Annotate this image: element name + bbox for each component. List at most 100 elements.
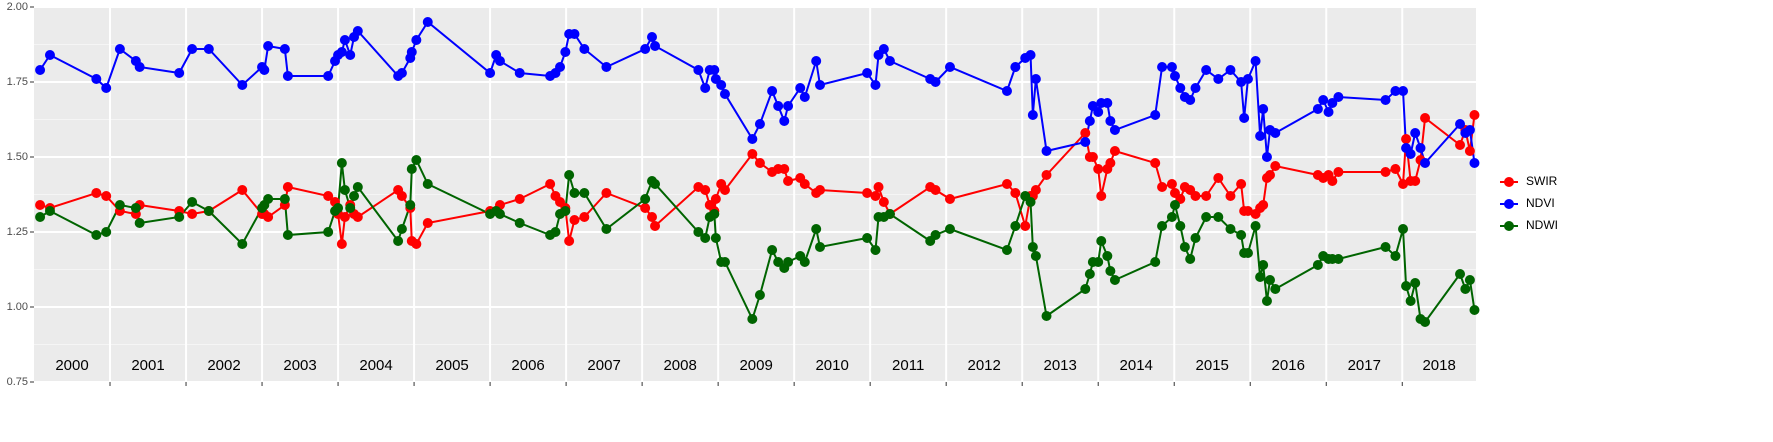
point bbox=[1455, 119, 1466, 129]
point bbox=[795, 83, 806, 93]
point bbox=[550, 227, 561, 237]
point bbox=[1030, 251, 1041, 261]
point bbox=[1420, 317, 1431, 327]
year-label: 2005 bbox=[435, 357, 468, 374]
point bbox=[339, 185, 350, 195]
point bbox=[767, 245, 778, 255]
year-label: 2016 bbox=[1272, 357, 1305, 374]
point bbox=[1157, 62, 1168, 72]
point bbox=[1455, 140, 1466, 150]
point bbox=[640, 44, 651, 54]
point bbox=[1410, 176, 1421, 186]
point bbox=[282, 71, 293, 81]
point bbox=[406, 47, 417, 57]
point bbox=[130, 203, 141, 213]
point bbox=[873, 182, 884, 192]
point bbox=[1410, 128, 1421, 138]
point bbox=[1242, 74, 1253, 84]
point bbox=[1096, 191, 1107, 201]
year-label: 2002 bbox=[207, 357, 240, 374]
point bbox=[1225, 65, 1236, 75]
point bbox=[1333, 167, 1344, 177]
point bbox=[279, 194, 290, 204]
point bbox=[564, 170, 575, 180]
point bbox=[1213, 74, 1224, 84]
point bbox=[1312, 260, 1323, 270]
point bbox=[339, 35, 350, 45]
point bbox=[187, 197, 198, 207]
year-label: 2010 bbox=[815, 357, 848, 374]
point bbox=[114, 200, 125, 210]
point bbox=[811, 224, 822, 234]
y-tick-label: 1.75 bbox=[7, 76, 28, 88]
point bbox=[1201, 65, 1212, 75]
point bbox=[773, 257, 784, 267]
point bbox=[259, 65, 270, 75]
point bbox=[779, 116, 790, 126]
point bbox=[647, 212, 657, 222]
point bbox=[693, 65, 704, 75]
point bbox=[700, 233, 711, 243]
point bbox=[1323, 107, 1334, 117]
point bbox=[1087, 152, 1098, 162]
year-label: 2015 bbox=[1196, 357, 1229, 374]
point bbox=[1250, 221, 1261, 231]
point bbox=[345, 203, 356, 213]
legend-key bbox=[1504, 177, 1514, 187]
point bbox=[282, 230, 293, 240]
point bbox=[494, 209, 505, 219]
point bbox=[1225, 224, 1236, 234]
point bbox=[237, 239, 248, 249]
point bbox=[1030, 74, 1041, 84]
y-tick-label: 0.75 bbox=[7, 376, 28, 388]
point bbox=[569, 188, 580, 198]
point bbox=[1239, 113, 1250, 123]
year-label: 2014 bbox=[1120, 357, 1153, 374]
point bbox=[494, 56, 505, 66]
point bbox=[1025, 197, 1036, 207]
point bbox=[647, 32, 657, 42]
point bbox=[650, 41, 661, 51]
point bbox=[1027, 242, 1038, 252]
point bbox=[773, 101, 784, 111]
legend-key bbox=[1504, 221, 1514, 231]
point bbox=[862, 233, 873, 243]
point bbox=[1255, 272, 1266, 282]
point bbox=[1025, 50, 1036, 60]
point bbox=[1093, 107, 1104, 117]
point bbox=[1464, 125, 1475, 135]
point bbox=[884, 56, 895, 66]
point bbox=[783, 257, 794, 267]
point bbox=[411, 155, 422, 165]
point bbox=[569, 215, 580, 225]
point bbox=[870, 191, 881, 201]
point bbox=[1010, 62, 1021, 72]
point bbox=[396, 191, 407, 201]
y-tick-label: 1.25 bbox=[7, 226, 28, 238]
point bbox=[601, 188, 612, 198]
point bbox=[1242, 206, 1253, 216]
point bbox=[944, 224, 955, 234]
point bbox=[323, 191, 334, 201]
point bbox=[1150, 257, 1161, 267]
point bbox=[870, 245, 881, 255]
point bbox=[640, 194, 651, 204]
point bbox=[716, 80, 727, 90]
point bbox=[783, 176, 794, 186]
point bbox=[1030, 185, 1041, 195]
point bbox=[814, 80, 825, 90]
year-label: 2007 bbox=[587, 357, 620, 374]
point bbox=[393, 236, 404, 246]
point bbox=[91, 74, 102, 84]
point bbox=[345, 50, 356, 60]
year-label: 2011 bbox=[892, 357, 924, 374]
point bbox=[650, 179, 661, 189]
year-label: 2018 bbox=[1422, 357, 1455, 374]
y-tick-label: 2.00 bbox=[7, 1, 28, 13]
point bbox=[323, 71, 334, 81]
point bbox=[91, 230, 102, 240]
point bbox=[1398, 179, 1409, 189]
point bbox=[187, 44, 198, 54]
point bbox=[754, 158, 765, 168]
point bbox=[1398, 86, 1409, 96]
